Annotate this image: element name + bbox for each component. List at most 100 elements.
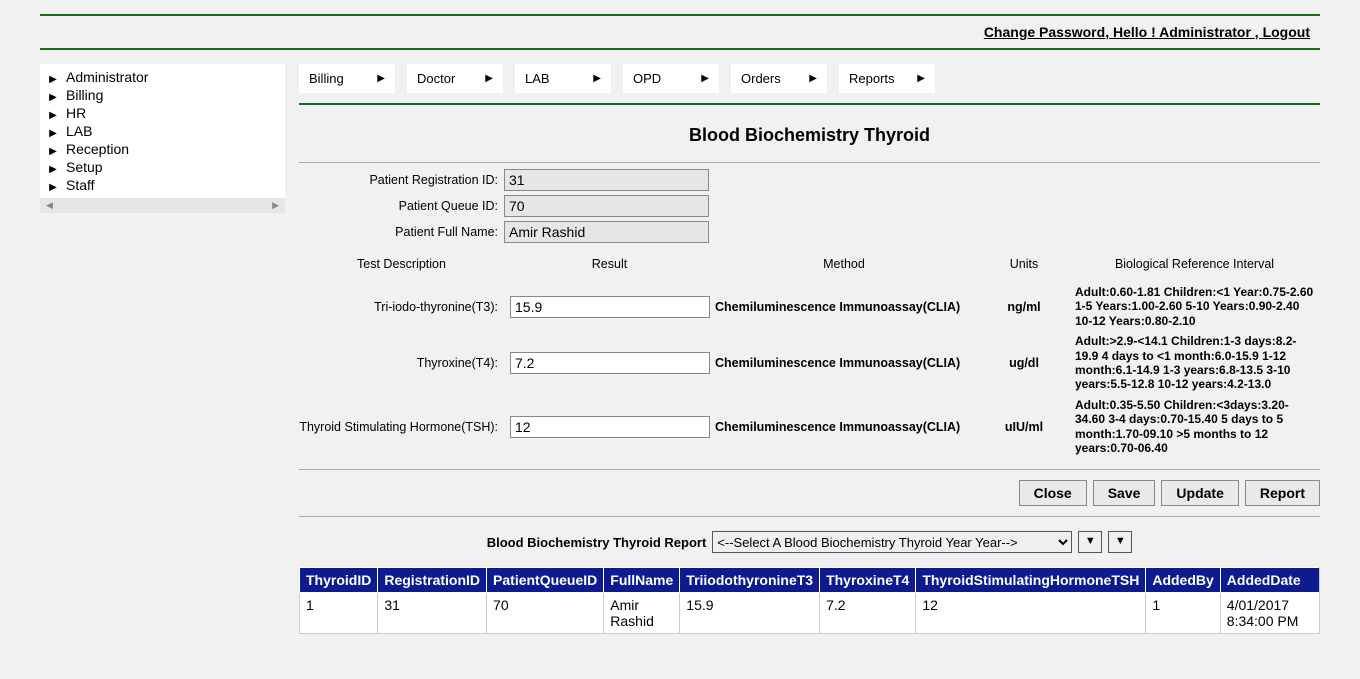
report-sub-select-1[interactable]: ▼	[1078, 531, 1102, 553]
sidebar-item-administrator[interactable]: ▶Administrator	[40, 68, 285, 86]
chevron-right-icon: ▶	[593, 73, 601, 84]
chevron-right-icon: ▶	[46, 128, 60, 139]
menu-billing[interactable]: Billing ▶	[299, 64, 395, 93]
update-button[interactable]: Update	[1161, 480, 1238, 506]
test-units: ug/dl	[979, 356, 1069, 370]
test-bio: Adult:>2.9-<14.1 Children:1-3 days:8.2-1…	[1069, 334, 1320, 392]
full-name-label: Patient Full Name:	[299, 225, 504, 239]
save-button[interactable]: Save	[1093, 480, 1156, 506]
test-method: Chemiluminescence Immunoassay(CLIA)	[709, 420, 979, 434]
menu-label: Orders	[741, 71, 781, 86]
test-units: ng/ml	[979, 300, 1069, 314]
t3-result-input[interactable]	[510, 296, 710, 318]
sidebar-scrollbar[interactable]: ◀ ▶	[40, 198, 285, 213]
report-sub-select-2[interactable]: ▼	[1108, 531, 1132, 553]
menu-doctor[interactable]: Doctor ▶	[407, 64, 503, 93]
test-method: Chemiluminescence Immunoassay(CLIA)	[709, 300, 979, 314]
table-header-cell: AddedDate	[1220, 568, 1320, 593]
menu-orders[interactable]: Orders ▶	[731, 64, 827, 93]
t4-result-input[interactable]	[510, 352, 710, 374]
sidebar-item-label: HR	[66, 105, 86, 121]
test-desc: Thyroxine(T4):	[299, 356, 504, 370]
test-bio: Adult:0.60-1.81 Children:<1 Year:0.75-2.…	[1069, 285, 1320, 328]
table-header-cell: ThyroidStimulatingHormoneTSH	[916, 568, 1146, 593]
main-content: Billing ▶ Doctor ▶ LAB ▶ OPD ▶ Orders ▶ Repor…	[285, 50, 1320, 634]
sidebar: ▶Administrator ▶Billing ▶HR ▶LAB ▶Recept…	[40, 50, 285, 634]
reg-id-label: Patient Registration ID:	[299, 173, 504, 187]
top-links-bar: Change Password, Hello ! Administrator ,…	[0, 16, 1360, 48]
logout-link[interactable]: Logout	[1263, 24, 1310, 40]
sidebar-item-staff[interactable]: ▶ Staff	[40, 176, 285, 194]
menu-reports[interactable]: Reports▶	[839, 64, 935, 93]
chevron-right-icon: ▶	[46, 92, 60, 103]
sidebar-item-setup[interactable]: ▶ Setup	[40, 158, 285, 176]
chevron-right-icon: ▶	[46, 146, 60, 157]
table-row[interactable]: 13170Amir Rashid15.97.21214/01/2017 8:34…	[300, 593, 1321, 634]
table-cell: 1	[300, 593, 378, 634]
table-cell: 15.9	[680, 593, 820, 634]
sidebar-item-billing[interactable]: ▶ Billing	[40, 86, 285, 104]
greeting-link[interactable]: Hello ! Administrator	[1113, 24, 1255, 40]
menu-label: LAB	[525, 71, 550, 86]
menu-label: Doctor	[417, 71, 455, 86]
sidebar-item-label: Staff	[66, 177, 95, 193]
queue-id-label: Patient Queue ID:	[299, 199, 504, 213]
chevron-left-icon: ◀	[46, 200, 53, 211]
sidebar-item-lab[interactable]: ▶ LAB	[40, 122, 285, 140]
chevron-right-icon: ▶	[46, 110, 60, 121]
test-units: uIU/ml	[979, 420, 1069, 434]
table-cell: 7.2	[820, 593, 916, 634]
chevron-right-icon: ▶	[272, 200, 279, 211]
results-table: ThyroidIDRegistrationIDPatientQueueIDFul…	[299, 567, 1320, 634]
change-password-link[interactable]: Change Password	[984, 24, 1105, 40]
test-bio: Adult:0.35-5.50 Children:<3days:3.20-34.…	[1069, 398, 1320, 456]
test-desc: Tri-iodo-thyronine(T3):	[299, 300, 504, 314]
test-row-tsh: Thyroid Stimulating Hormone(TSH): Chemil…	[299, 398, 1320, 456]
sidebar-item-label: Administrator	[66, 69, 148, 85]
top-menu: Billing ▶ Doctor ▶ LAB ▶ OPD ▶ Orders ▶ Repor…	[299, 64, 1320, 93]
action-buttons: Close Save Update Report	[299, 480, 1320, 506]
sidebar-item-label: Billing	[66, 87, 103, 103]
chevron-right-icon: ▶	[809, 73, 817, 84]
menu-label: OPD	[633, 71, 661, 86]
table-header-cell: TriiodothyronineT3	[680, 568, 820, 593]
header-desc: Test Description	[299, 257, 504, 271]
chevron-right-icon: ▶	[46, 164, 60, 175]
menu-lab[interactable]: LAB ▶	[515, 64, 611, 93]
table-header-cell: AddedBy	[1146, 568, 1220, 593]
table-header-cell: ThyroidID	[300, 568, 378, 593]
sidebar-item-label: Reception	[66, 141, 129, 157]
sidebar-item-label: LAB	[66, 123, 92, 139]
tsh-result-input[interactable]	[510, 416, 710, 438]
test-row-t3: Tri-iodo-thyronine(T3): Chemiluminescenc…	[299, 285, 1320, 328]
table-cell: 4/01/2017 8:34:00 PM	[1220, 593, 1320, 634]
chevron-right-icon: ▶	[701, 73, 709, 84]
table-cell: 70	[487, 593, 604, 634]
chevron-right-icon: ▶	[377, 73, 385, 84]
queue-id-input	[504, 195, 709, 217]
results-table-wrap[interactable]: ThyroidIDRegistrationIDPatientQueueIDFul…	[299, 567, 1320, 634]
chevron-right-icon: ▶	[485, 73, 493, 84]
chevron-right-icon: ▶	[46, 182, 60, 193]
table-header-cell: PatientQueueID	[487, 568, 604, 593]
page-title: Blood Biochemistry Thyroid	[299, 125, 1320, 146]
report-filter-label: Blood Biochemistry Thyroid Report	[487, 535, 707, 550]
menu-opd[interactable]: OPD ▶	[623, 64, 719, 93]
report-button[interactable]: Report	[1245, 480, 1320, 506]
sidebar-item-hr[interactable]: ▶ HR	[40, 104, 285, 122]
table-cell: 1	[1146, 593, 1220, 634]
menu-label: Reports	[849, 71, 895, 86]
section-divider	[299, 162, 1320, 163]
sidebar-item-label: Setup	[66, 159, 103, 175]
table-header-cell: RegistrationID	[378, 568, 487, 593]
section-divider	[299, 516, 1320, 517]
header-method: Method	[709, 257, 979, 271]
table-cell: Amir Rashid	[604, 593, 680, 634]
report-filter-row: Blood Biochemistry Thyroid Report <--Sel…	[299, 531, 1320, 553]
test-desc: Thyroid Stimulating Hormone(TSH):	[299, 420, 504, 434]
sidebar-item-reception[interactable]: ▶ Reception	[40, 140, 285, 158]
menu-label: Billing	[309, 71, 344, 86]
report-year-select[interactable]: <--Select A Blood Biochemistry Thyroid Y…	[712, 531, 1072, 553]
header-result: Result	[504, 257, 709, 271]
close-button[interactable]: Close	[1019, 480, 1087, 506]
